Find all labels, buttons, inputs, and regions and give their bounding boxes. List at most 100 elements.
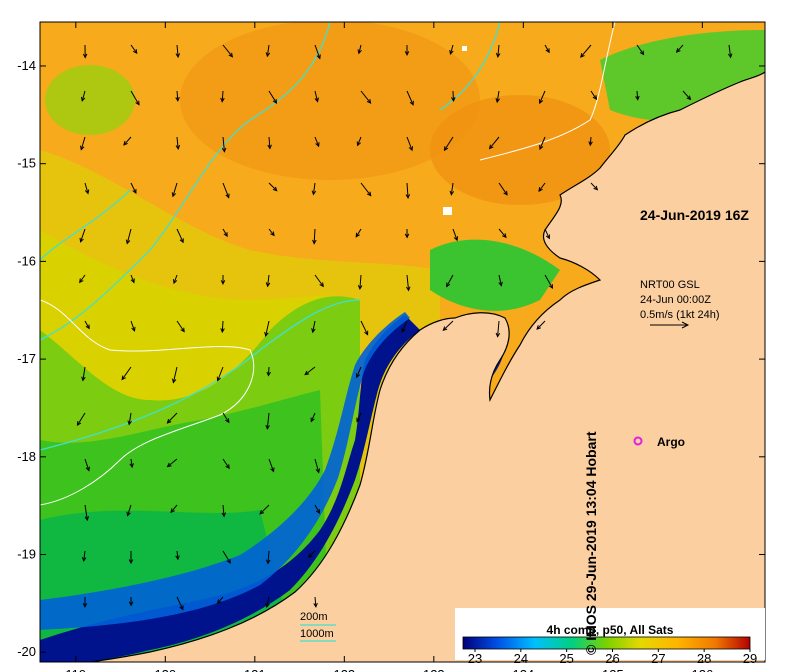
colorbar-tick-label: 29 [743,651,757,666]
current-arrow-icon [268,458,275,473]
current-arrow-icon [404,44,410,56]
colorbar-tick-label: 27 [651,651,665,666]
colorbar-tick-label: 25 [559,651,573,666]
current-arrow-icon [171,182,178,198]
current-arrow-icon [442,320,454,332]
current-arrow-icon [81,366,86,382]
argo-label: Argo [657,435,685,449]
current-arrow-icon [259,504,270,515]
lat-tick-label: -14 [17,58,36,73]
current-arrow-icon [452,228,459,242]
lat-tick-label: -16 [17,253,36,268]
current-arrow-icon [125,228,132,245]
coastline [85,71,765,662]
current-arrow-icon [222,412,230,424]
current-arrow-icon [175,90,180,102]
current-arrow-icon [220,274,226,285]
current-arrow-icon [128,550,134,565]
current-arrow-icon [590,182,599,191]
contour-200m [439,22,501,111]
current-arrow-icon [544,44,550,54]
current-arrow-icon [590,90,597,101]
current-arrow-icon [406,90,414,106]
argo-marker-icon [633,436,643,446]
current-arrow-icon [216,366,224,382]
current-arrow-icon [313,596,318,608]
current-arrow-icon [130,90,140,106]
current-arrow-icon [266,366,271,377]
current-arrow-icon [84,320,90,330]
current-arrow-icon [222,44,234,58]
contour-1000m [40,299,255,506]
current-arrow-icon [175,136,181,151]
colorbar-background [455,608,765,660]
colorbar-tick-label: 28 [697,651,711,666]
current-arrow-icon [682,90,692,101]
current-arrow-icon [166,458,178,468]
current-arrow-icon [130,182,137,194]
current-info-line1: NRT00 GSL [640,279,700,291]
longitude-axis: 119 120 121 122 123 124 125 126 [65,22,713,672]
current-arrow-icon [443,136,454,152]
current-arrow-icon [405,182,411,200]
current-arrow-icon [312,228,317,245]
current-arrow-icon [580,44,592,58]
contour-200m [40,299,361,451]
current-arrow-icon [84,182,90,195]
current-arrow-icon [355,366,362,379]
current-arrow-icon [498,274,503,287]
current-arrow-icon [216,596,224,605]
current-arrow-icon [265,44,271,58]
current-arrow-icon [314,504,321,515]
current-arrow-icon [84,504,90,522]
current-arrow-icon [498,182,508,196]
current-arrow-icon [130,274,135,284]
current-arrow-icon [265,274,271,288]
land-kimberley [40,22,765,662]
current-arrow-icon [536,320,546,330]
current-arrow-icon [166,412,178,424]
current-arrow-icon [406,136,413,152]
current-arrow-icon [220,90,225,103]
current-arrow-icon [304,366,316,376]
current-arrow-icon [81,550,87,563]
current-info-line3: 0.5m/s (1kt 24h) [640,309,719,321]
current-arrow-icon [79,274,86,284]
current-arrow-icon [265,412,270,430]
current-arrow-icon [129,458,134,469]
cloud-mask [443,207,452,215]
current-arrow-icon [310,412,316,423]
current-arrow-icon [126,504,132,517]
current-arrow-icon [488,136,500,150]
current-arrow-icon [357,274,363,290]
current-arrow-icon [80,136,86,151]
plot-area [40,22,765,662]
current-arrow-icon [355,228,362,238]
lon-tick-label: 121 [244,667,266,672]
current-arrow-icon [127,412,132,426]
current-arrow-icon [76,412,86,427]
current-arrow-icon [130,320,136,332]
current-arrow-icon [128,596,134,607]
current-arrow-icon [311,320,316,334]
current-arrow-icon [446,274,454,288]
current-arrow-icon [176,596,184,611]
current-arrow-icon [170,504,178,514]
colorbar-tick-label: 26 [605,651,619,666]
current-arrow-icon [360,90,372,104]
lat-tick-label: -18 [17,449,36,464]
current-arrow-icon [173,274,178,285]
current-arrow-icon [121,366,132,381]
current-arrow-icon [84,458,90,472]
lat-tick-label: -17 [17,351,36,366]
current-arrow-icon [220,320,225,334]
warm-patch [430,95,610,205]
current-arrow-icon [222,182,230,199]
colorbar-ticks: 23 24 25 26 27 28 29 [468,649,757,666]
current-arrow-icon [356,412,362,423]
current-arrow-icon [176,228,184,244]
current-arrow-icon [176,320,185,333]
imos-credit: © IMOS 29-Jun-2019 13:04 Hobart [583,431,600,655]
current-arrow-icon [79,228,86,243]
lon-tick-label: 119 [65,667,86,672]
